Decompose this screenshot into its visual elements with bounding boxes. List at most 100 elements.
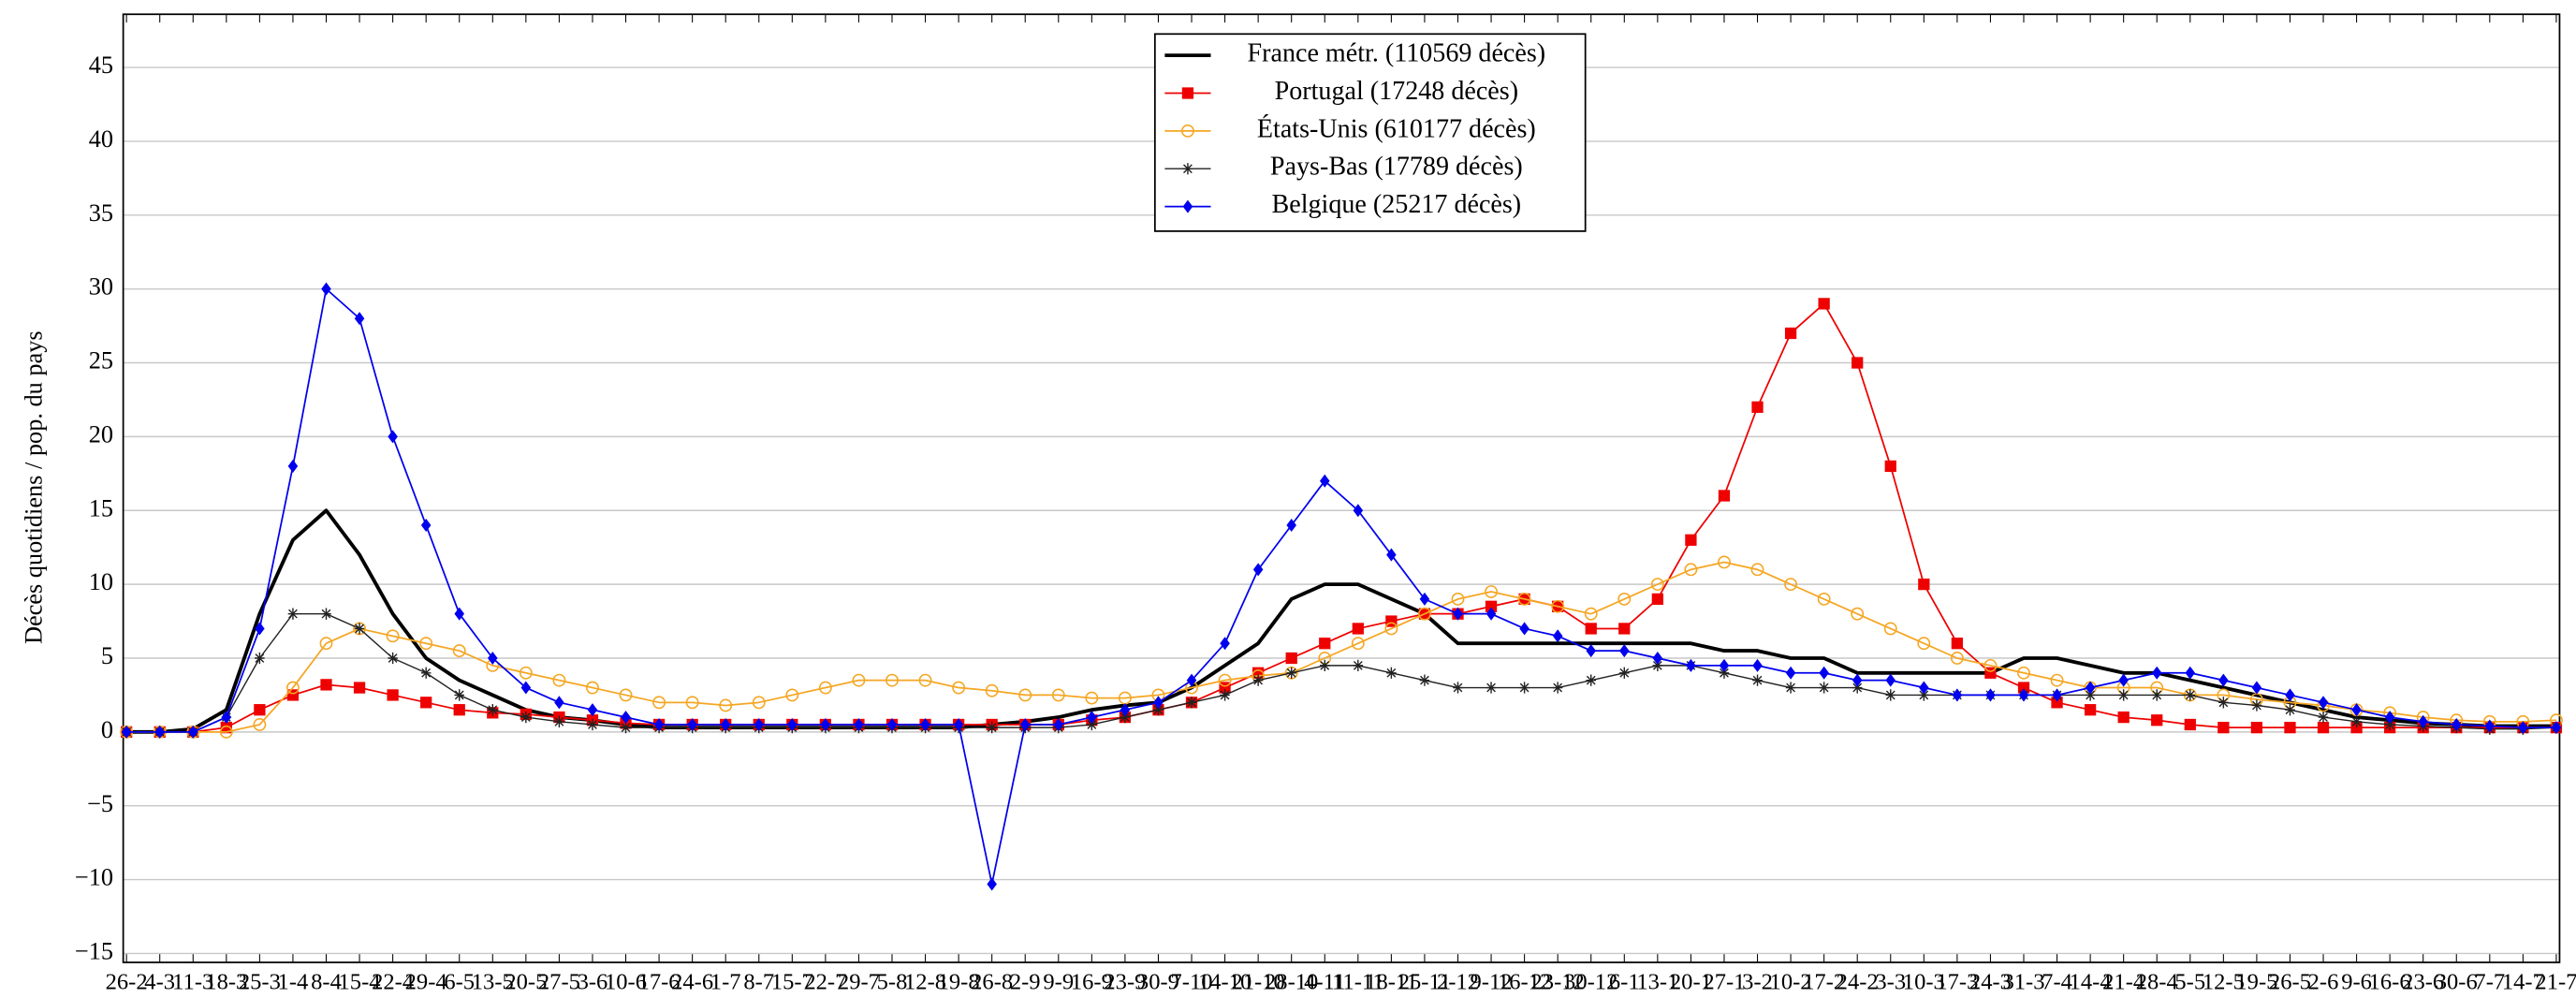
marker <box>1517 592 1531 606</box>
marker <box>519 666 533 680</box>
marker <box>1352 623 1364 635</box>
x-tick-label: 12-8 <box>904 969 946 994</box>
x-tick-label: 13-1 <box>1636 969 1678 994</box>
marker <box>2351 715 2362 727</box>
marker <box>219 725 233 739</box>
marker <box>1684 563 1698 577</box>
legend-box <box>1153 33 1587 232</box>
marker <box>1950 652 1964 665</box>
x-tick-label: 10-3 <box>1903 969 1945 994</box>
x-tick-label: 27-1 <box>1703 969 1745 994</box>
marker <box>2185 689 2196 701</box>
x-tick-label: 10-2 <box>1770 969 1812 994</box>
marker <box>1752 658 1763 672</box>
x-tick-label: 27-5 <box>538 969 580 994</box>
x-tick-label: 24-3 <box>1969 969 2012 994</box>
legend-label: États-Unis (610177 décès) <box>1257 114 1536 143</box>
marker <box>1351 637 1365 651</box>
marker <box>452 644 466 658</box>
y-tick-label: 30 <box>89 273 113 301</box>
marker <box>1181 87 1194 99</box>
series-line <box>126 561 2556 733</box>
x-tick-label: 14-7 <box>2502 969 2544 994</box>
x-tick-label: 19-8 <box>938 969 980 994</box>
marker <box>1817 592 1831 606</box>
y-tick-label: 15 <box>89 494 113 521</box>
x-tick-label: 26-5 <box>2269 969 2311 994</box>
marker <box>1617 592 1632 606</box>
x-tick-label: 12-5 <box>2203 969 2245 994</box>
x-tick-label: 24-2 <box>1837 969 1879 994</box>
marker <box>619 688 633 702</box>
marker <box>1418 607 1431 621</box>
marker <box>1719 658 1730 672</box>
marker <box>2250 721 2263 734</box>
marker <box>1453 682 1463 694</box>
marker <box>287 459 299 473</box>
marker <box>2084 704 2097 716</box>
marker <box>1453 607 1463 621</box>
legend: France métr. (110569 décès) Portugal (172… <box>1153 33 1587 232</box>
x-tick-label: 21-7 <box>2535 969 2576 994</box>
marker <box>353 682 366 694</box>
marker <box>1750 563 1764 577</box>
x-tick-label: 6-1 <box>1609 969 1640 994</box>
marker <box>1652 659 1663 672</box>
marker <box>1619 667 1630 679</box>
y-tick-label: 20 <box>89 420 113 448</box>
x-tick-label: 28-10 <box>1265 969 1318 994</box>
x-tick-label: 7-4 <box>2042 969 2072 994</box>
marker <box>187 725 198 739</box>
marker <box>2285 704 2295 716</box>
x-tick-label: 21-4 <box>2102 969 2144 994</box>
marker <box>1319 638 1331 650</box>
x-tick-label: 9-9 <box>1043 969 1074 994</box>
x-tick-label: 5-5 <box>2174 969 2205 994</box>
y-axis-label: Décès quotidiens / pop. du pays <box>21 330 48 644</box>
marker <box>1619 644 1630 658</box>
marker <box>621 721 631 734</box>
x-tick-label: 30-6 <box>2436 969 2478 994</box>
marker <box>2017 682 2030 694</box>
marker <box>420 697 432 709</box>
marker <box>1651 593 1663 606</box>
x-tick-label: 2-12 <box>1437 969 1479 994</box>
x-tick-label: 17-6 <box>638 969 681 994</box>
marker <box>254 704 266 716</box>
marker <box>1919 681 1929 695</box>
series-line <box>126 612 2556 733</box>
marker <box>1718 555 1731 569</box>
x-tick-label: 31-3 <box>2002 969 2044 994</box>
marker <box>1819 666 1829 680</box>
marker <box>2185 666 2196 680</box>
marker <box>154 725 165 739</box>
x-tick-label: 17-3 <box>1936 969 1978 994</box>
marker <box>2085 681 2096 695</box>
marker <box>388 430 398 444</box>
marker <box>1087 718 1097 731</box>
marker <box>220 721 232 734</box>
marker <box>586 681 599 695</box>
marker <box>1353 659 1364 672</box>
marker <box>554 696 564 710</box>
marker <box>1585 623 1597 635</box>
marker <box>1584 607 1598 621</box>
marker <box>1883 622 1897 636</box>
x-tick-label: 9-6 <box>2341 969 2372 994</box>
marker <box>354 312 365 326</box>
marker <box>2318 696 2329 710</box>
marker <box>1718 490 1731 502</box>
y-tick-label: 10 <box>89 568 113 595</box>
marker <box>1319 659 1330 672</box>
x-tick-label: 5-8 <box>877 969 908 994</box>
marker <box>1785 682 1796 694</box>
marker <box>1319 474 1330 488</box>
marker <box>1852 357 1864 369</box>
marker <box>1419 674 1430 686</box>
marker <box>1784 578 1798 592</box>
marker <box>1220 637 1230 651</box>
marker <box>1252 674 1264 686</box>
marker <box>488 704 498 716</box>
x-tick-label: 14-10 <box>1198 969 1251 994</box>
marker <box>387 689 399 701</box>
